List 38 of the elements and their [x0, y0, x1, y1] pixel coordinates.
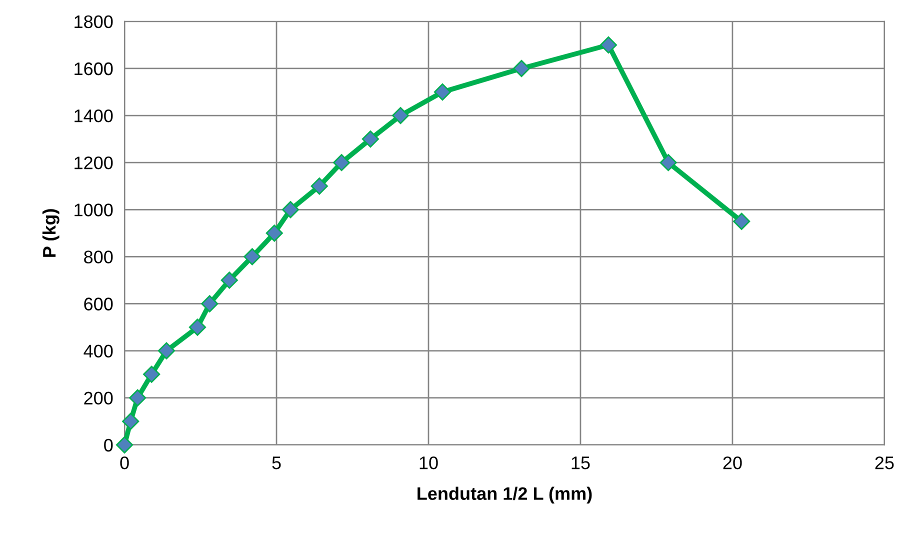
- x-tick-label: 15: [572, 456, 590, 470]
- point: [660, 154, 677, 172]
- point: [201, 295, 218, 312]
- y-tick-label: 1000: [74, 204, 113, 216]
- y-tick-label: 600: [84, 298, 113, 310]
- y-tick-label: 1600: [74, 62, 113, 76]
- point: [600, 36, 618, 54]
- x-tick-label: 25: [875, 456, 894, 470]
- x-tick-label: 10: [420, 456, 438, 470]
- point: [116, 436, 134, 454]
- y-tick-label: 200: [84, 392, 113, 405]
- point: [188, 318, 206, 336]
- x-tick-label: 0: [120, 456, 129, 470]
- point: [392, 106, 410, 124]
- point: [143, 366, 160, 383]
- point: [362, 130, 379, 148]
- x-tick-label: 5: [272, 456, 281, 470]
- x-tick-label: 20: [723, 456, 742, 470]
- y-tick-label: 0: [104, 438, 113, 452]
- y-tick-label: 400: [84, 344, 113, 358]
- y-tick-label: 1400: [74, 109, 113, 122]
- x-axis-title: Lendutan 1/2 L (mm): [418, 486, 592, 504]
- point: [244, 248, 261, 266]
- point: [158, 342, 176, 360]
- y-tick-label: 1800: [74, 15, 113, 28]
- point: [282, 201, 300, 218]
- point: [333, 154, 350, 172]
- point: [733, 212, 750, 230]
- y-tick-label: 800: [84, 250, 113, 264]
- point: [122, 412, 140, 430]
- point: [512, 60, 530, 78]
- point: [220, 272, 238, 289]
- point: [434, 83, 452, 101]
- point: [129, 389, 146, 406]
- y-axis-title: P (kg): [42, 209, 60, 257]
- point: [310, 178, 328, 195]
- y-tick-label: 1200: [74, 156, 113, 170]
- point: [266, 224, 283, 242]
